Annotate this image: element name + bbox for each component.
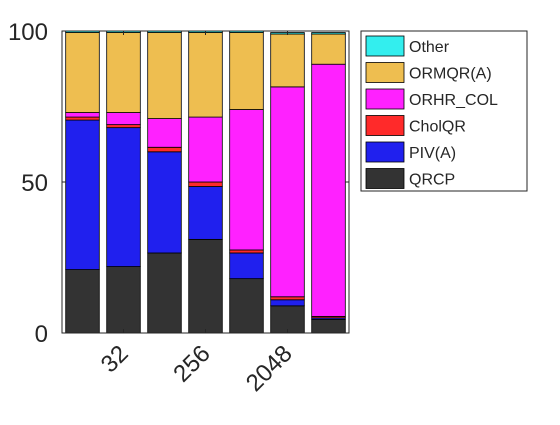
bar-segment-qrcp: [106, 266, 141, 334]
bar-segment-other: [311, 32, 346, 35]
legend-swatch-other: [365, 35, 405, 57]
bar-segment-cholqr: [188, 181, 223, 187]
bar-segment-ormqr-a: [270, 33, 305, 88]
bar-segment-qrcp: [147, 252, 182, 334]
bar-segment-ormqr-a: [106, 32, 141, 113]
bar-segment-ormqr-a: [65, 32, 100, 113]
legend-swatch-piv-a: [365, 141, 405, 163]
bar-segment-piv-a: [229, 252, 264, 280]
bar-segment-cholqr: [65, 116, 100, 121]
bar-segment-qrcp: [65, 269, 100, 334]
y-axis: 0 50 100: [8, 19, 349, 348]
legend-swatch-qrcp: [365, 168, 405, 189]
bars-layer: [65, 30, 346, 334]
y-tick-label: 0: [35, 321, 48, 348]
x-tick-label: 256: [168, 340, 215, 387]
bar-segment-piv-a: [188, 186, 223, 240]
bar-segment-ormqr-a: [229, 32, 264, 110]
bar-segment-piv-a: [106, 127, 141, 267]
legend-label-piv-a: PIV(A): [409, 145, 456, 162]
legend-label-other: Other: [409, 39, 450, 56]
bar-segment-cholqr: [147, 146, 182, 153]
bar-segment-ormqr-a: [188, 32, 223, 118]
legend: Other ORMQR(A) ORHR_COL CholQR PIV(A) QRCP: [360, 30, 528, 192]
bar-segment-orhr-col: [65, 112, 100, 118]
legend-swatch-ormqr-a: [365, 62, 405, 83]
legend-box: [360, 30, 528, 192]
legend-swatch-orhr-col: [365, 88, 405, 110]
legend-swatch-cholqr: [365, 115, 405, 136]
bar-segment-cholqr: [229, 249, 264, 254]
legend-label-ormqr-a: ORMQR(A): [409, 66, 492, 83]
bar-segment-piv-a: [65, 119, 100, 270]
legend-label-cholqr: CholQR: [409, 119, 466, 136]
bar-segment-orhr-col: [188, 116, 223, 183]
y-tick-label: 50: [21, 170, 48, 197]
x-tick-label: 32: [96, 340, 134, 378]
x-tick-label: 2048: [241, 340, 298, 397]
bar-segment-orhr-col: [147, 118, 182, 148]
bar-segment-piv-a: [147, 151, 182, 254]
bar-segment-qrcp: [311, 319, 346, 334]
bar-segment-cholqr: [106, 124, 141, 129]
legend-label-orhr-col: ORHR_COL: [409, 92, 498, 109]
bar-segment-cholqr: [270, 296, 305, 301]
bar-segment-qrcp: [270, 305, 305, 334]
y-tick-label: 100: [8, 19, 48, 46]
bar-segment-qrcp: [188, 238, 223, 334]
bar-segment-orhr-col: [229, 109, 264, 251]
legend-label-qrcp: QRCP: [409, 172, 455, 189]
bar-segment-orhr-col: [311, 63, 346, 317]
bar-segment-orhr-col: [106, 112, 141, 126]
bar-segment-piv-a: [270, 299, 305, 307]
bar-segment-orhr-col: [270, 86, 305, 298]
bar-segment-ormqr-a: [311, 33, 346, 65]
bar-segment-qrcp: [229, 278, 264, 334]
bar-segment-ormqr-a: [147, 32, 182, 119]
